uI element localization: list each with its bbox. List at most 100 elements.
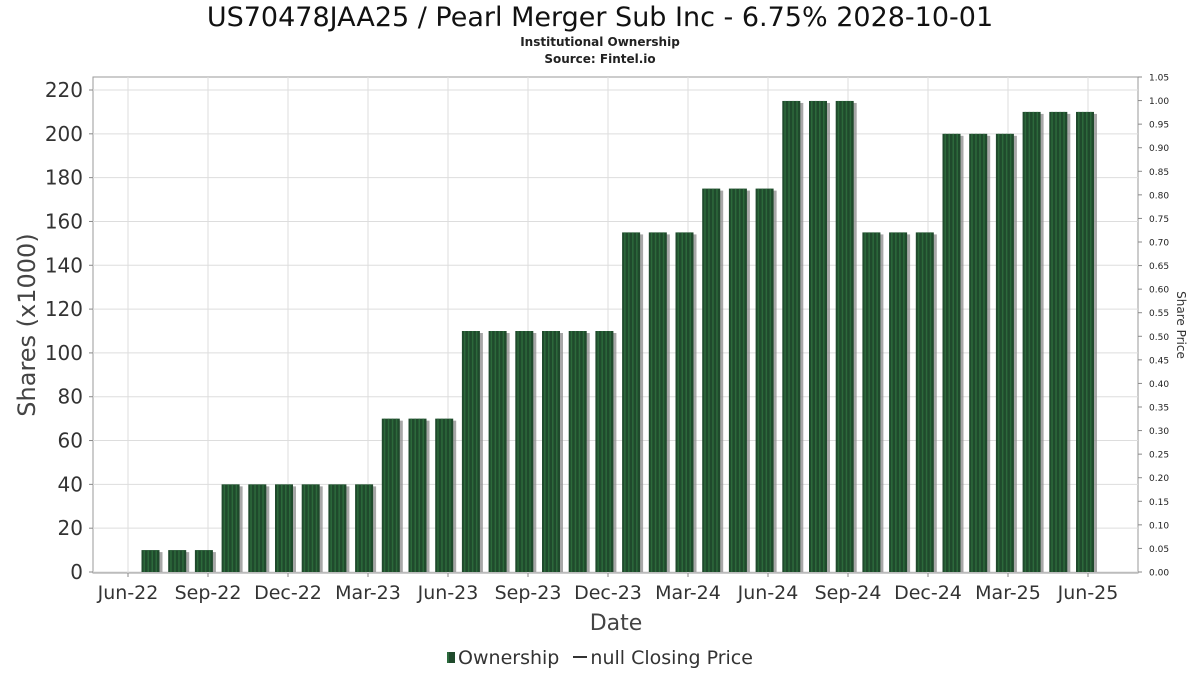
bar	[728, 188, 747, 572]
bar	[168, 550, 187, 572]
x-tick-label: Sep-22	[175, 582, 242, 604]
bar-stripe	[1063, 111, 1065, 572]
bar	[969, 133, 988, 572]
y2-tick-label: 0.30	[1149, 427, 1169, 437]
bar-body	[1049, 111, 1068, 572]
bar-stripe	[849, 100, 852, 573]
bar	[461, 331, 480, 572]
bar-stripe	[929, 232, 932, 572]
bar-stripe	[196, 550, 199, 572]
bar-stripe	[231, 484, 234, 572]
bar-stripe	[597, 331, 599, 572]
bar-stripe	[529, 331, 531, 572]
bar	[141, 550, 160, 572]
bar-stripe	[662, 232, 665, 572]
bar-stripe	[502, 331, 505, 572]
bar-stripe	[650, 232, 653, 572]
y-tick-label: 220	[45, 78, 83, 102]
bar-stripe	[605, 331, 607, 572]
bar-stripe	[975, 133, 977, 572]
bar-body	[782, 100, 801, 573]
bar	[915, 232, 934, 572]
y2-tick-label: 0.50	[1149, 333, 1169, 343]
bar	[809, 100, 827, 573]
bar	[568, 331, 587, 572]
y-tick-label: 80	[58, 385, 83, 409]
bar-body	[461, 331, 480, 572]
bar	[755, 188, 774, 572]
bar-stripe	[307, 484, 310, 572]
bar-stripe	[338, 484, 340, 572]
bar-stripe	[956, 133, 958, 572]
y2-tick-label: 0.65	[1149, 262, 1169, 272]
bar-body	[942, 133, 961, 572]
bar-stripe	[841, 100, 844, 573]
y2-tick-label: 0.60	[1149, 286, 1169, 296]
y2-tick-label: 0.20	[1149, 474, 1169, 484]
bar-stripe	[624, 232, 626, 572]
bar	[595, 331, 614, 572]
bar-stripe	[837, 100, 840, 573]
bar-stripe	[1005, 133, 1008, 572]
bar-stripe	[208, 550, 211, 572]
bar-body	[381, 418, 400, 572]
x-tick-label: Dec-22	[254, 582, 322, 604]
bar-stripe	[765, 188, 768, 572]
bar-body	[435, 418, 454, 572]
bar-body	[275, 484, 293, 572]
bar-stripe	[1051, 111, 1053, 572]
bar-stripe	[365, 484, 367, 572]
bar-body	[1076, 111, 1094, 572]
bar-stripe	[498, 331, 501, 572]
bar-body	[675, 232, 694, 572]
bar-stripe	[868, 232, 870, 572]
bar	[355, 484, 374, 572]
bar-stripe	[277, 484, 279, 572]
bar-body	[355, 484, 374, 572]
y-tick-label: 140	[45, 253, 83, 277]
bar-stripe	[574, 331, 577, 572]
bar-stripe	[979, 133, 981, 572]
bar-stripe	[204, 550, 207, 572]
x-tick-label: Dec-23	[574, 582, 642, 604]
y2-tick-label: 0.75	[1149, 215, 1169, 225]
bar-stripe	[1001, 133, 1004, 572]
bar-stripe	[250, 484, 252, 572]
legend: Ownership null Closing Price	[0, 647, 1200, 669]
bar-stripe	[716, 188, 718, 572]
bar-stripe	[521, 331, 523, 572]
bar-stripe	[548, 331, 550, 572]
bar-stripe	[311, 484, 314, 572]
bar-body	[809, 100, 827, 573]
bar	[221, 484, 240, 572]
bar-body	[969, 133, 988, 572]
price-line-icon	[573, 656, 588, 658]
legend-price-label: null Closing Price	[590, 647, 753, 669]
bar-stripe	[315, 484, 318, 572]
bar-stripe	[819, 100, 821, 573]
bar	[488, 331, 507, 572]
bar-stripe	[689, 232, 691, 572]
bar-stripe	[792, 100, 794, 573]
bar-stripe	[1024, 111, 1027, 572]
bar	[1049, 111, 1068, 572]
bar-stripe	[387, 418, 390, 572]
bar	[782, 100, 801, 573]
bar-stripe	[734, 188, 737, 572]
bar	[248, 484, 267, 572]
x-tick-label: Jun-25	[1057, 582, 1119, 604]
y2-tick-label: 1.00	[1149, 97, 1169, 107]
bar-body	[408, 418, 427, 572]
bar-stripe	[628, 232, 630, 572]
legend-ownership[interactable]: Ownership	[447, 647, 559, 669]
chart-title: US70478JAA25 / Pearl Merger Sub Inc - 6.…	[206, 2, 994, 33]
bar-stripe	[997, 133, 1000, 572]
bar-stripe	[654, 232, 657, 572]
bar-stripe	[895, 232, 897, 572]
bar-body	[141, 550, 160, 572]
y2-tick-label: 0.55	[1149, 309, 1169, 319]
y-tick-label: 0	[70, 560, 83, 584]
legend-price[interactable]: null Closing Price	[569, 647, 753, 669]
y2-tick-label: 0.40	[1149, 380, 1169, 390]
y2-tick-label: 0.45	[1149, 356, 1169, 366]
